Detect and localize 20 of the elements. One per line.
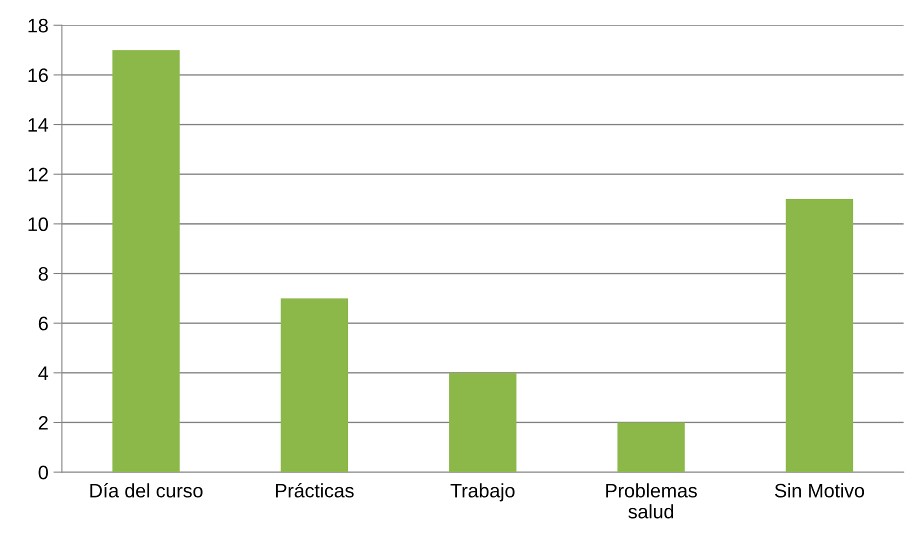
y-tick-label: 12 (28, 168, 48, 182)
y-tick-label: 18 (28, 18, 48, 32)
y-tick-label: 14 (28, 118, 48, 132)
y-tick-label: 2 (38, 416, 48, 430)
bar (786, 199, 854, 472)
x-tick-label: Trabajo (450, 483, 515, 502)
bar (617, 422, 685, 472)
bar (280, 298, 348, 472)
x-tick-label: Sin Motivo (774, 483, 864, 498)
y-tick-label: 6 (38, 316, 48, 330)
bar (449, 372, 516, 472)
y-tick-label: 0 (38, 466, 48, 480)
y-tick-label: 10 (28, 217, 48, 232)
x-tick-label: Prácticas (276, 483, 354, 498)
y-tick-label: 8 (38, 266, 48, 281)
x-tick-label: Problemas salud (606, 483, 697, 518)
y-tick-label: 16 (28, 68, 48, 82)
bar (112, 50, 180, 472)
x-tick-label: Día del curso (90, 483, 203, 498)
y-tick-label: 4 (38, 366, 48, 380)
